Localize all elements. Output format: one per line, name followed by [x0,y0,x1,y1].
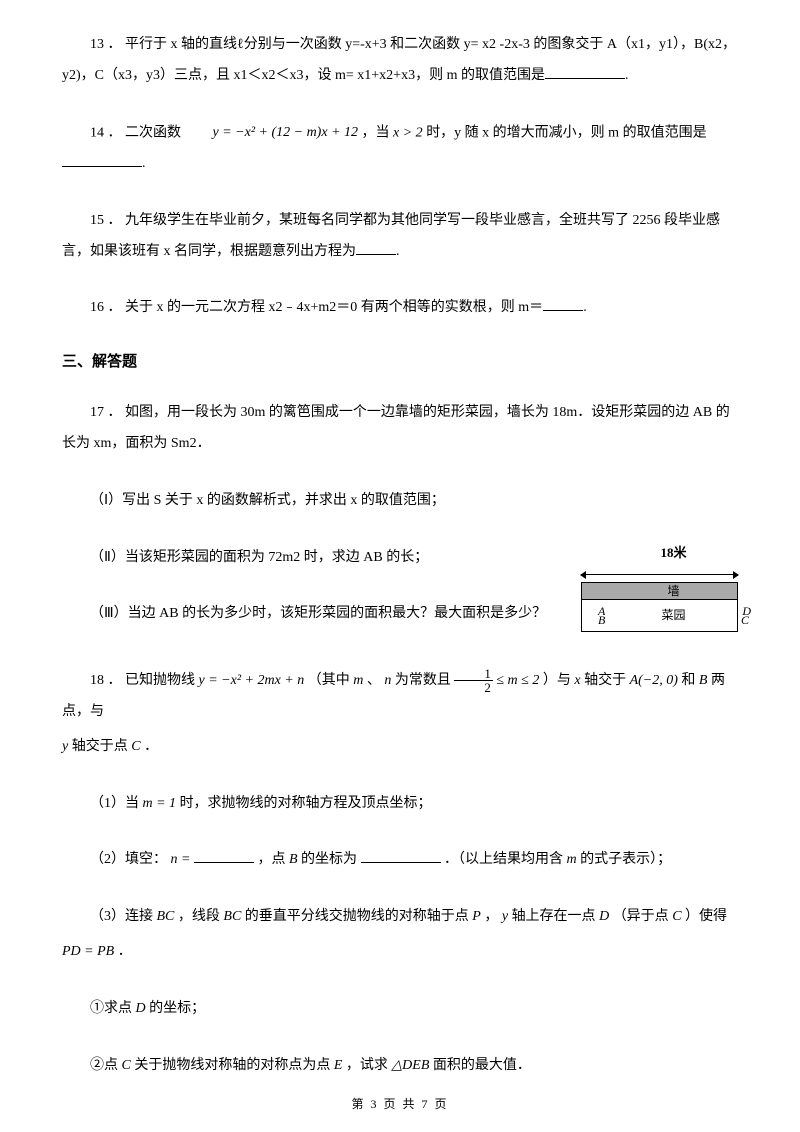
q18-m: m [353,673,363,688]
q18-blank2 [361,849,441,863]
diagram-width-label: 18米 [563,539,738,568]
q14-mid: ，当 [362,125,390,140]
q18-p3n: ． [118,944,132,959]
question-18-p3: （3）连接 BC ，线段 BC 的垂直平分线交抛物线的对称轴于点 P ， y 轴… [62,902,738,933]
q18-frac: 12 [454,667,493,694]
q18-mid4: 轴交于 [584,673,626,688]
diagram-garden-label: 菜园 [661,608,685,622]
q18-p2e: 的坐标为 [301,852,357,867]
q18-p2g: m [567,852,577,867]
q18-p3eq: PD = PB [62,944,114,959]
q18-s2c: 关于抛物线对称轴的对称点为点 [134,1058,330,1073]
q14-cond: x > 2 [393,125,423,140]
q18-mid3: ）与 [543,673,571,688]
q18-blank1 [194,849,254,863]
q18-p3b: BC [157,909,175,924]
q14-formula: y = −x² + (12 − m)x + 12 [185,118,359,149]
q18-tail2: ． [144,739,158,754]
q18-p3g: ， [484,909,498,924]
q14-prefix: 14 ． 二次函数 [90,125,181,140]
q16-text: 16 ． 关于 x 的一元二次方程 x2﹣4x+m2＝0 有两个相等的实数根，则… [90,300,543,315]
q14-blank [62,153,142,167]
q18-s1c: 的坐标； [149,1001,205,1016]
q18-mid1: （其中 [308,673,350,688]
q18-p1a: （1）当 [90,796,139,811]
q18-p1c: 时，求抛物线的对称轴方程及顶点坐标； [180,796,432,811]
q18-p3h: y [502,909,508,924]
question-17-p1: （Ⅰ）写出 S 关于 x 的函数解析式，并求出 x 的取值范围； [62,486,738,517]
q18-p1b: m = 1 [143,796,177,811]
q18-range-rest: ≤ m ≤ 2 [496,673,539,688]
q18-p3f: P [472,909,481,924]
question-18-s1: ①求点 D 的坐标； [62,994,738,1025]
q18-p3a: （3）连接 [90,909,153,924]
q18-s2g: 面积的最大值． [433,1058,531,1073]
q15-tail: . [396,244,400,259]
q18-B: B [699,673,708,688]
q18-eq: y = −x² + 2mx + n [199,673,305,688]
question-18-p1: （1）当 m = 1 时，求抛物线的对称轴方程及顶点坐标； [62,789,738,820]
diagram-label-b: B [570,605,605,635]
section-3-title: 三、解答题 [62,350,738,374]
question-18-p2: （2）填空： n = ，点 B 的坐标为 ．（以上结果均用含 m 的式子表示）； [62,845,738,876]
q18-frac-den: 2 [454,681,493,694]
q18-A: A(−2, 0) [630,673,678,688]
diagram-garden: 菜园 A D B C [581,600,738,632]
q18-p2h: 的式子表示）； [580,852,671,867]
q18-p3j: D [599,909,609,924]
q18-s2b: C [122,1058,131,1073]
q18-s2f: △DEB [391,1058,429,1073]
q18-p3l: C [672,909,681,924]
q18-p3m: ）使得 [685,909,727,924]
diagram-arrow [581,570,738,580]
q18-x: x [574,673,580,688]
q13-tail: . [625,68,629,83]
question-17-intro: 17 ． 如图，用一段长为 30m 的篱笆围成一个一边靠墙的矩形菜园，墙长为 1… [62,398,738,460]
q18-y: y [62,739,68,754]
q15-blank [356,241,396,255]
q13-blank [545,65,625,79]
q18-mid2: 为常数且 [395,673,451,688]
q18-p3k: （异于点 [613,909,669,924]
q18-sep1: 、 [367,673,381,688]
question-17-p3: （Ⅲ）当边 AB 的长为多少时，该矩形菜园的面积最大？最大面积是多少？ [90,606,546,621]
q18-n: n [384,673,391,688]
q18-tail1: 轴交于点 [72,739,128,754]
q18-p2c: ，点 [257,852,285,867]
q16-tail: . [583,300,587,315]
question-18-intro2: y 轴交于点 C ． [62,732,738,763]
q18-s2e: ，试求 [346,1058,388,1073]
question-18-s2: ②点 C 关于抛物线对称轴的对称点为点 E ，试求 △DEB 面积的最大值． [62,1051,738,1082]
q18-s2d: E [334,1058,343,1073]
q18-p3e: 的垂直平分线交抛物线的对称轴于点 [245,909,469,924]
question-15: 15 ． 九年级学生在毕业前夕，某班每名同学都为其他同学写一段毕业感言，全班共写… [62,206,738,268]
q18-mid5: 和 [681,673,695,688]
question-18-intro: 18 ． 已知抛物线 y = −x² + 2mx + n （其中 m 、 n 为… [62,666,738,728]
q18-p3i: 轴上存在一点 [512,909,596,924]
q18-p2d: B [289,852,298,867]
q18-p2b: n = [171,852,191,867]
garden-diagram: 18米 墙 菜园 A D B C [563,539,738,632]
diagram-label-c: C [713,605,749,635]
q18-s1b: D [136,1001,146,1016]
page-footer: 第 3 页 共 7 页 [0,1095,800,1114]
question-14: 14 ． 二次函数 y = −x² + (12 − m)x + 12 ，当 x … [62,118,738,180]
q18-C: C [131,739,140,754]
q18-s1a: ①求点 [90,1001,132,1016]
q16-blank [543,297,583,311]
q18-prefix: 18 ． 已知抛物线 [90,673,195,688]
q14-tail: . [142,156,146,171]
q13-text: 13 ． 平行于 x 轴的直线ℓ分别与一次函数 y=-x+3 和二次函数 y= … [62,37,736,83]
question-13: 13 ． 平行于 x 轴的直线ℓ分别与一次函数 y=-x+3 和二次函数 y= … [62,30,738,92]
q18-p3c: ，线段 [178,909,220,924]
q18-s2a: ②点 [90,1058,118,1073]
q14-suffix: 时，y 随 x 的增大而减小，则 m 的取值范围是 [426,125,706,140]
q18-p3d: BC [223,909,241,924]
question-18-p3-eq: PD = PB ． [62,937,738,968]
question-16: 16 ． 关于 x 的一元二次方程 x2﹣4x+m2＝0 有两个相等的实数根，则… [62,293,738,324]
q18-frac-num: 1 [454,667,493,681]
q18-p2a: （2）填空： [90,852,167,867]
q18-p2f: ．（以上结果均用含 [444,852,563,867]
